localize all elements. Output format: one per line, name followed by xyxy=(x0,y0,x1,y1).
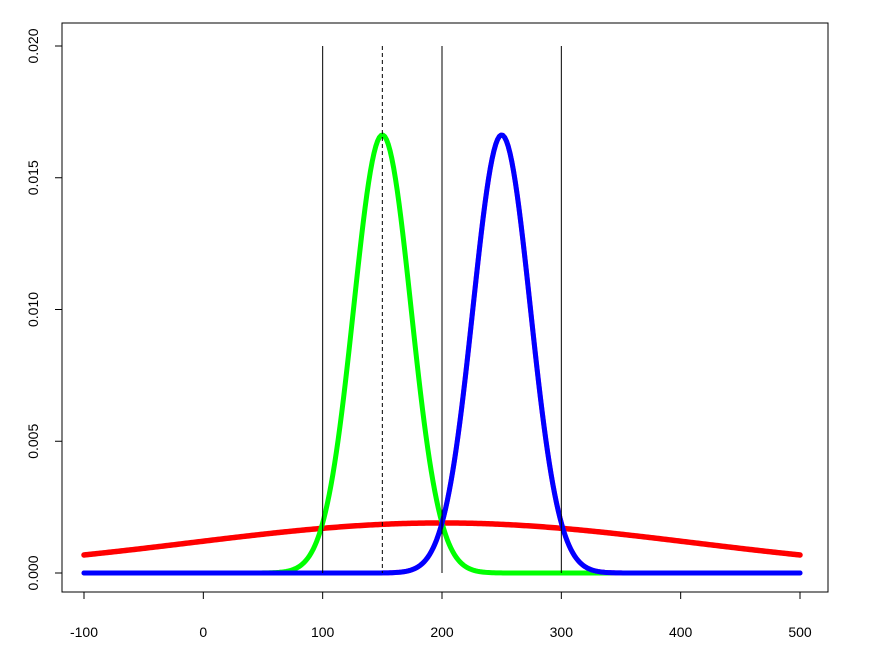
y-axis: 0.000 0.005 0.010 0.015 0.020 xyxy=(25,28,63,591)
y-tick-label-0: 0.000 xyxy=(25,555,41,590)
x-tick-label-5: 400 xyxy=(669,624,693,640)
x-tick-label-2: 100 xyxy=(311,624,335,640)
y-tick-label-2: 0.010 xyxy=(25,292,41,327)
x-tick-label-3: 200 xyxy=(430,624,454,640)
x-tick-label-0: -100 xyxy=(70,624,98,640)
y-tick-label-4: 0.020 xyxy=(25,28,41,63)
x-tick-label-6: 500 xyxy=(788,624,812,640)
y-tick-label-1: 0.005 xyxy=(25,424,41,459)
y-tick-label-3: 0.015 xyxy=(25,160,41,195)
x-axis: -100 0 100 200 300 400 500 xyxy=(70,591,812,640)
vertical-reference-lines xyxy=(322,46,562,573)
x-tick-label-1: 0 xyxy=(199,624,207,640)
x-tick-label-4: 300 xyxy=(550,624,574,640)
